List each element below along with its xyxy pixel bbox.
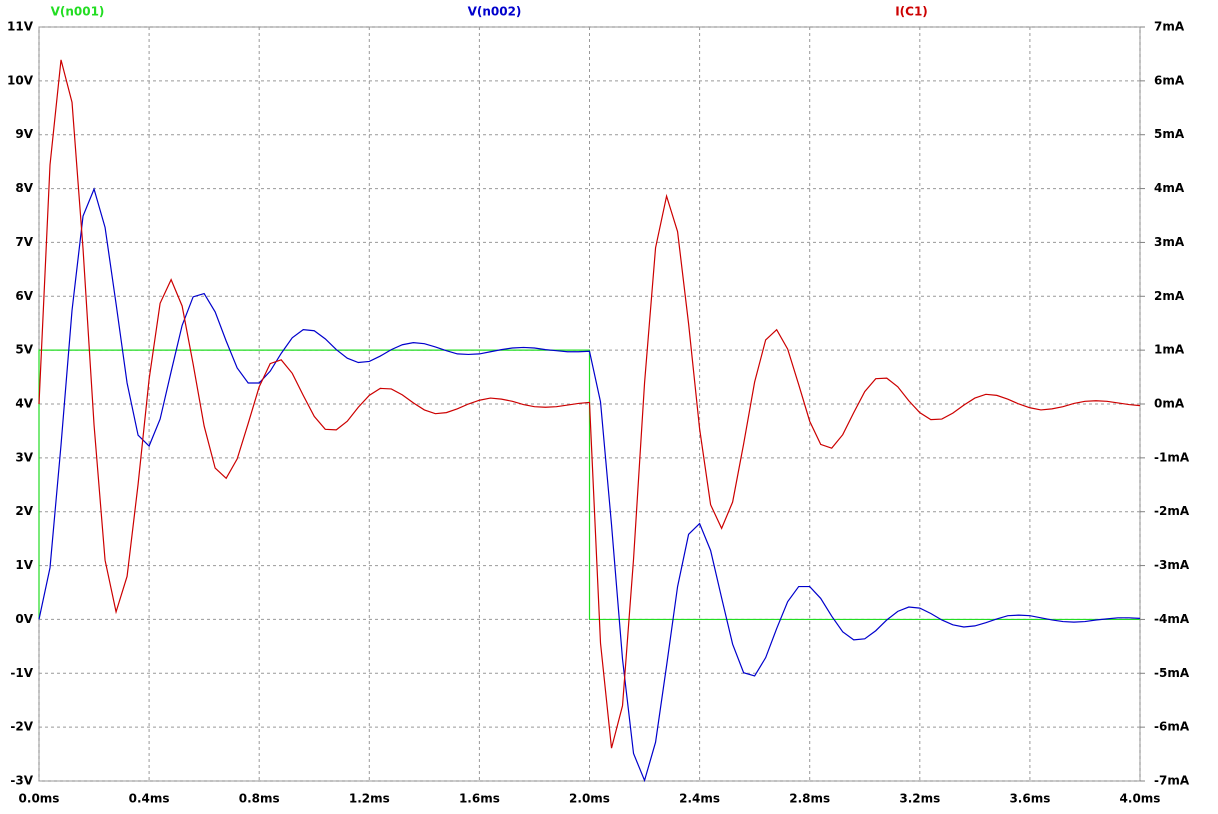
y2-tick-label: -2mA bbox=[1154, 504, 1190, 518]
x-tick-label: 0.4ms bbox=[129, 792, 170, 806]
legend-entry: V(n002) bbox=[468, 5, 522, 19]
y-tick-label: 8V bbox=[15, 181, 33, 195]
y2-tick-label: 2mA bbox=[1154, 289, 1185, 303]
y2-tick-label: 7mA bbox=[1154, 20, 1185, 34]
y2-tick-label: -1mA bbox=[1154, 450, 1190, 464]
series-line bbox=[38, 349, 1140, 621]
x-tick-label: 1.6ms bbox=[459, 792, 500, 806]
y2-tick-label: 6mA bbox=[1154, 73, 1185, 87]
y-tick-label: 0V bbox=[15, 612, 33, 626]
y-tick-label: 6V bbox=[15, 289, 33, 303]
y-tick-label: 9V bbox=[15, 127, 33, 141]
y-tick-label: 2V bbox=[15, 504, 33, 518]
y2-tick-label: 3mA bbox=[1154, 235, 1185, 249]
y-tick-label: 3V bbox=[15, 450, 33, 464]
y2-tick-label: -7mA bbox=[1154, 774, 1190, 788]
y-tick-label: 4V bbox=[15, 397, 33, 411]
series-line bbox=[38, 59, 1141, 749]
y-tick-label: 5V bbox=[15, 343, 33, 357]
y-tick-label: 11V bbox=[7, 20, 34, 34]
y-tick-label: -3V bbox=[10, 774, 33, 788]
y-tick-label: 10V bbox=[7, 73, 34, 87]
series-line bbox=[38, 187, 1141, 783]
x-tick-label: 0.0ms bbox=[19, 792, 60, 806]
x-tick-label: 2.4ms bbox=[679, 792, 720, 806]
y-tick-label: 1V bbox=[15, 558, 33, 572]
x-tick-label: 4.0ms bbox=[1120, 792, 1161, 806]
x-tick-label: 1.2ms bbox=[349, 792, 390, 806]
y2-tick-label: -4mA bbox=[1154, 612, 1190, 626]
legend-entry: I(C1) bbox=[895, 5, 928, 19]
y2-tick-label: 5mA bbox=[1154, 127, 1185, 141]
y2-tick-label: -6mA bbox=[1154, 720, 1190, 734]
y-tick-label: 7V bbox=[15, 235, 33, 249]
y2-tick-label: 1mA bbox=[1154, 343, 1185, 357]
y2-tick-label: -5mA bbox=[1154, 666, 1190, 680]
legend-entry: V(n001) bbox=[51, 5, 105, 19]
x-tick-label: 3.2ms bbox=[899, 792, 940, 806]
x-tick-label: 2.8ms bbox=[789, 792, 830, 806]
x-tick-label: 0.8ms bbox=[239, 792, 280, 806]
x-tick-label: 2.0ms bbox=[569, 792, 610, 806]
y2-tick-label: 0mA bbox=[1154, 397, 1185, 411]
y-tick-label: -1V bbox=[10, 666, 33, 680]
y-tick-label: -2V bbox=[10, 720, 33, 734]
y2-tick-label: 4mA bbox=[1154, 181, 1185, 195]
y2-tick-label: -3mA bbox=[1154, 558, 1190, 572]
x-tick-label: 3.6ms bbox=[1009, 792, 1050, 806]
